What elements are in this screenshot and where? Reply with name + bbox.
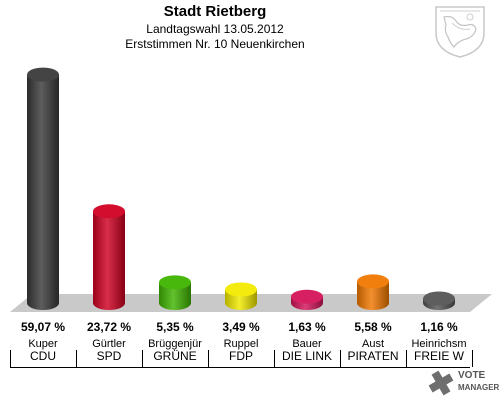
- party-label: SPD: [96, 349, 122, 363]
- category-separator-tick: [208, 350, 209, 367]
- category-separator-tick: [406, 350, 407, 367]
- bar-piraten: [357, 274, 389, 310]
- party-label: FDP: [229, 349, 253, 363]
- logo-text-manager: MANAGER: [458, 383, 500, 392]
- category-separator-tick: [274, 350, 275, 367]
- value-label: 1,63 %: [288, 320, 326, 334]
- category-separator-tick: [76, 350, 77, 367]
- chart-subtitle: Landtagswahl 13.05.2012: [146, 22, 284, 36]
- bar-gr-ne: [159, 275, 191, 310]
- bar-cdu: [27, 67, 59, 310]
- value-label: 5,35 %: [156, 320, 194, 334]
- party-label: DIE LINK: [281, 349, 332, 363]
- value-label: 3,49 %: [222, 320, 260, 334]
- chart-title: Stadt Rietberg: [163, 3, 267, 20]
- bar-die-linke: [291, 289, 323, 310]
- bar-freie-w: [423, 291, 455, 310]
- candidate-label: Kuper: [28, 338, 58, 350]
- bar-fdp: [225, 282, 257, 310]
- value-label: 23,72 %: [86, 320, 132, 334]
- chart-floor: [10, 294, 492, 312]
- candidate-label: Gürtler: [92, 338, 126, 350]
- candidate-label: Bauer: [292, 338, 322, 350]
- category-separator-tick: [472, 350, 473, 367]
- coat-of-arms-icon: [435, 6, 485, 58]
- vote-manager-logo-icon: [428, 370, 454, 396]
- candidate-label: Aust: [361, 338, 384, 350]
- party-label: PIRATEN: [347, 349, 399, 363]
- candidate-label: Ruppel: [223, 338, 259, 350]
- axis-baseline: [10, 367, 470, 368]
- candidate-label: Brüggenjür: [148, 338, 202, 350]
- party-label: FREIE W: [414, 349, 464, 363]
- bar-spd: [93, 204, 125, 310]
- value-label: 1,16 %: [420, 320, 458, 334]
- value-label: 59,07 %: [20, 320, 66, 334]
- candidate-label: Heinrichsm: [411, 338, 467, 350]
- party-label: CDU: [30, 349, 56, 363]
- chart-subtitle-district: Erststimmen Nr. 10 Neuenkirchen: [125, 37, 305, 51]
- category-separator-tick: [10, 350, 11, 367]
- logo-text-vote: VOTE: [458, 370, 486, 381]
- category-separator-tick: [340, 350, 341, 367]
- value-label: 5,58 %: [354, 320, 392, 334]
- party-label: GRÜNE: [153, 349, 197, 363]
- category-separator-tick: [142, 350, 143, 367]
